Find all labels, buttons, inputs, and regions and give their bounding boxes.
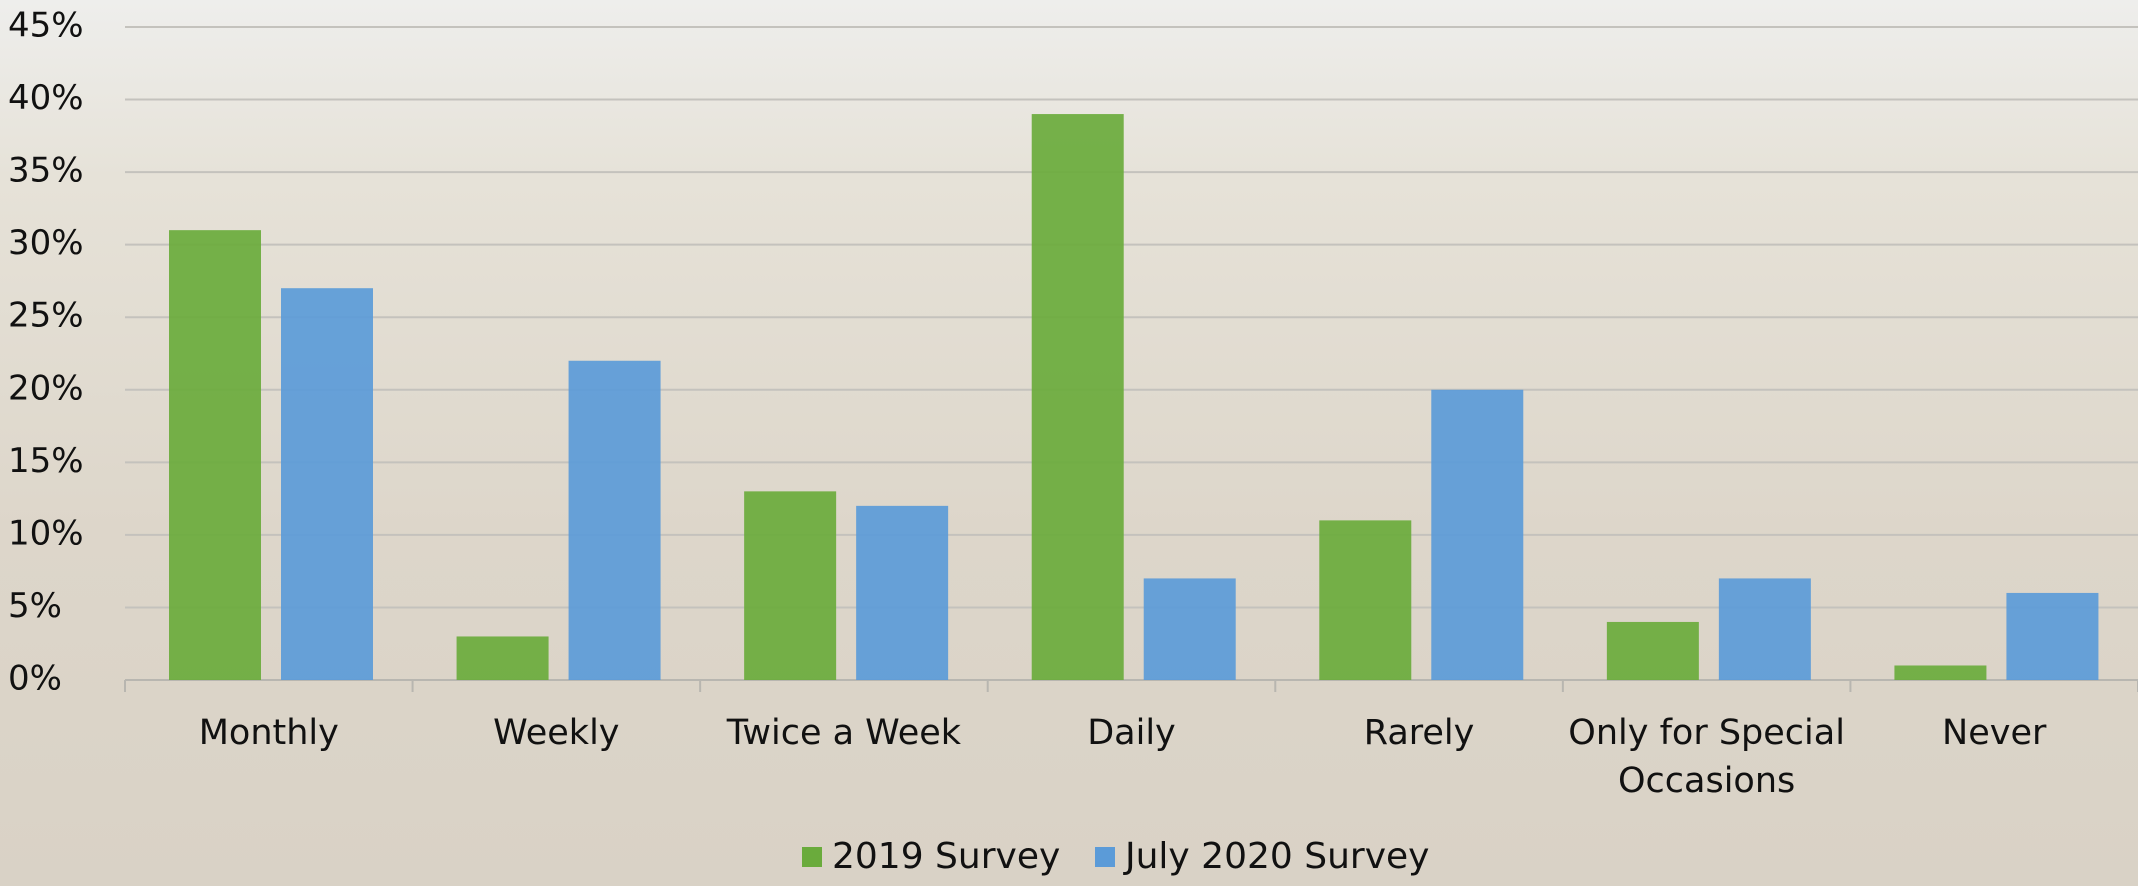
legend-swatch bbox=[802, 847, 822, 867]
y-tick-label: 25% bbox=[8, 296, 84, 336]
chart: 0% 5% 10% 15% 20% 25% 30% 35% 40% 45% 2019 Survey J… bbox=[0, 0, 2138, 886]
bar bbox=[169, 230, 261, 680]
x-tick-label: Daily bbox=[988, 709, 1276, 757]
bar bbox=[1032, 114, 1124, 680]
y-tick-label: 30% bbox=[8, 223, 84, 263]
bar bbox=[281, 288, 373, 680]
y-tick-label: 20% bbox=[8, 368, 84, 408]
bar bbox=[569, 361, 661, 680]
x-tick-label: Never bbox=[1850, 709, 2138, 757]
bar bbox=[1607, 622, 1699, 680]
bar bbox=[856, 506, 948, 680]
y-tick-label: 5% bbox=[8, 586, 62, 626]
y-tick-label: 35% bbox=[8, 151, 84, 191]
x-tick-label: Rarely bbox=[1275, 709, 1563, 757]
bar bbox=[744, 491, 836, 680]
legend-label: July 2020 Survey bbox=[1123, 836, 1429, 877]
y-tick-label: 45% bbox=[8, 6, 84, 46]
legend-swatch bbox=[1095, 847, 1115, 867]
y-tick-label: 15% bbox=[8, 441, 84, 481]
bar bbox=[1431, 390, 1523, 680]
bar bbox=[2006, 593, 2098, 680]
y-tick-label: 0% bbox=[8, 659, 62, 699]
x-tick-label: Only for Special Occasions bbox=[1563, 709, 1851, 805]
legend-label: 2019 Survey bbox=[832, 836, 1060, 877]
bar bbox=[1319, 520, 1411, 680]
x-tick-label: Twice a Week bbox=[700, 709, 988, 757]
bar bbox=[1719, 578, 1811, 680]
bar bbox=[1144, 578, 1236, 680]
bar bbox=[1894, 665, 1986, 680]
y-tick-label: 10% bbox=[8, 513, 84, 553]
bar bbox=[457, 636, 549, 680]
x-tick-label: Weekly bbox=[413, 709, 701, 757]
x-tick-label: Monthly bbox=[125, 709, 413, 757]
y-tick-label: 40% bbox=[8, 78, 84, 118]
